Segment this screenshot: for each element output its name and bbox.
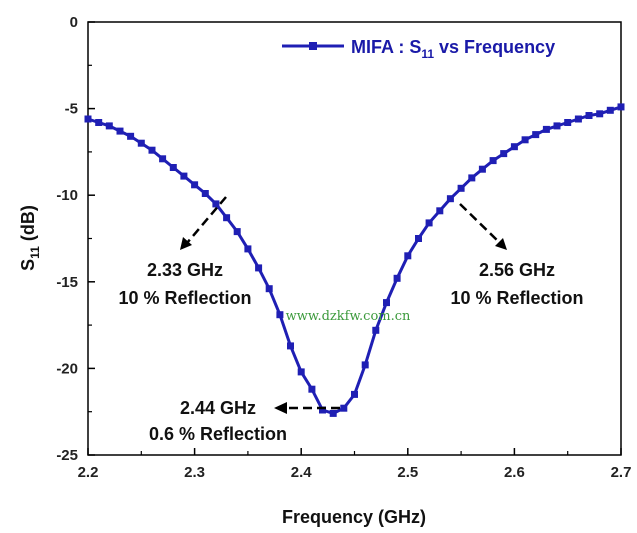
legend-label-suffix: vs Frequency	[434, 37, 555, 57]
legend-marker-swatch	[309, 42, 317, 50]
annotation-2-33ghz-line2: 10 % Reflection	[118, 288, 251, 308]
data-point	[564, 119, 572, 126]
data-point	[255, 264, 263, 272]
data-point	[329, 409, 337, 417]
data-point	[478, 165, 486, 173]
data-point	[127, 132, 135, 140]
arrow-2-56ghz	[459, 203, 501, 244]
y-tick-label: -20	[56, 360, 78, 377]
arrowhead-2-56ghz	[495, 238, 507, 250]
data-point	[95, 119, 103, 126]
data-point	[457, 184, 465, 192]
annotation-2-33ghz-line1: 2.33 GHz	[147, 260, 223, 280]
data-point	[596, 110, 604, 118]
data-point	[489, 157, 497, 165]
data-point	[201, 190, 209, 197]
data-point	[223, 214, 231, 222]
data-point	[574, 115, 582, 123]
data-point	[116, 127, 124, 135]
data-point	[191, 181, 199, 189]
arrowhead-2-33ghz	[180, 237, 192, 250]
data-point	[425, 219, 433, 227]
data-point	[500, 150, 508, 158]
data-point	[308, 385, 316, 393]
annotation-2-56ghz-line1: 2.56 GHz	[479, 260, 555, 280]
y-axis-title-unit: (dB)	[18, 205, 38, 246]
annotation-2-56ghz-line2: 10 % Reflection	[450, 288, 583, 308]
data-point	[415, 235, 422, 242]
data-point	[372, 326, 380, 334]
data-point	[169, 164, 177, 171]
data-point	[468, 174, 476, 182]
x-tick-label: 2.3	[184, 464, 205, 481]
y-axis-title: S11 (dB)	[18, 205, 42, 271]
data-point	[553, 122, 561, 130]
annotation-2-44ghz-line2: 0.6 % Reflection	[149, 424, 287, 444]
x-tick-label: 2.4	[291, 464, 313, 481]
y-axis-title-main: S	[18, 259, 38, 271]
legend-label: MIFA : S11 vs Frequency	[351, 37, 555, 61]
data-point	[393, 274, 401, 282]
y-tick-label: 0	[70, 14, 78, 31]
y-tick-label: -10	[56, 187, 78, 204]
data-point	[137, 139, 145, 147]
data-point	[436, 207, 444, 215]
y-tick-label: -15	[56, 274, 78, 291]
data-point	[287, 342, 294, 350]
series-s11	[84, 103, 625, 417]
data-point	[606, 106, 614, 114]
x-tick-label: 2.2	[78, 464, 99, 481]
y-tick-label: -25	[56, 447, 78, 464]
annotation-2-44ghz-line1: 2.44 GHz	[180, 398, 256, 418]
arrow-2-33ghz	[186, 196, 227, 244]
y-axis-title-sub: 11	[28, 246, 42, 259]
data-point	[521, 136, 529, 144]
data-point	[212, 200, 220, 208]
data-point	[244, 245, 252, 253]
arrowhead-2-44ghz	[274, 402, 287, 414]
data-point	[361, 361, 369, 369]
annotation-arrows	[186, 196, 501, 410]
x-tick-label: 2.7	[611, 464, 632, 481]
y-tick-label: -5	[65, 101, 78, 118]
data-point	[276, 311, 284, 319]
data-point	[617, 103, 625, 111]
data-point	[340, 404, 348, 412]
data-point	[446, 195, 454, 203]
data-point	[585, 112, 593, 119]
y-axis: 0 -5 -10 -15 -20 -25	[56, 14, 95, 464]
data-point	[297, 368, 305, 376]
data-point	[265, 285, 273, 293]
x-axis-title: Frequency (GHz)	[282, 507, 426, 527]
x-axis: 2.2 2.3 2.4 2.5 2.6 2.7	[78, 448, 632, 481]
data-point	[532, 131, 540, 139]
data-point	[148, 146, 156, 154]
data-point	[159, 155, 167, 163]
x-tick-label: 2.5	[397, 464, 418, 481]
data-point	[542, 125, 550, 133]
watermark: www.dzkfw.com.cn	[286, 309, 411, 324]
data-point	[180, 172, 188, 180]
x-tick-label: 2.6	[504, 464, 525, 481]
legend-label-sub: 11	[421, 47, 434, 61]
data-point	[233, 228, 241, 236]
data-point	[383, 299, 390, 307]
data-point	[319, 406, 326, 414]
data-point	[84, 115, 92, 123]
data-point	[351, 390, 358, 398]
legend: MIFA : S11 vs Frequency	[282, 37, 555, 61]
arrow-heads	[180, 237, 507, 414]
data-point	[510, 143, 518, 151]
data-point	[404, 252, 412, 260]
legend-label-prefix: MIFA : S	[351, 37, 421, 57]
data-point	[105, 122, 113, 130]
